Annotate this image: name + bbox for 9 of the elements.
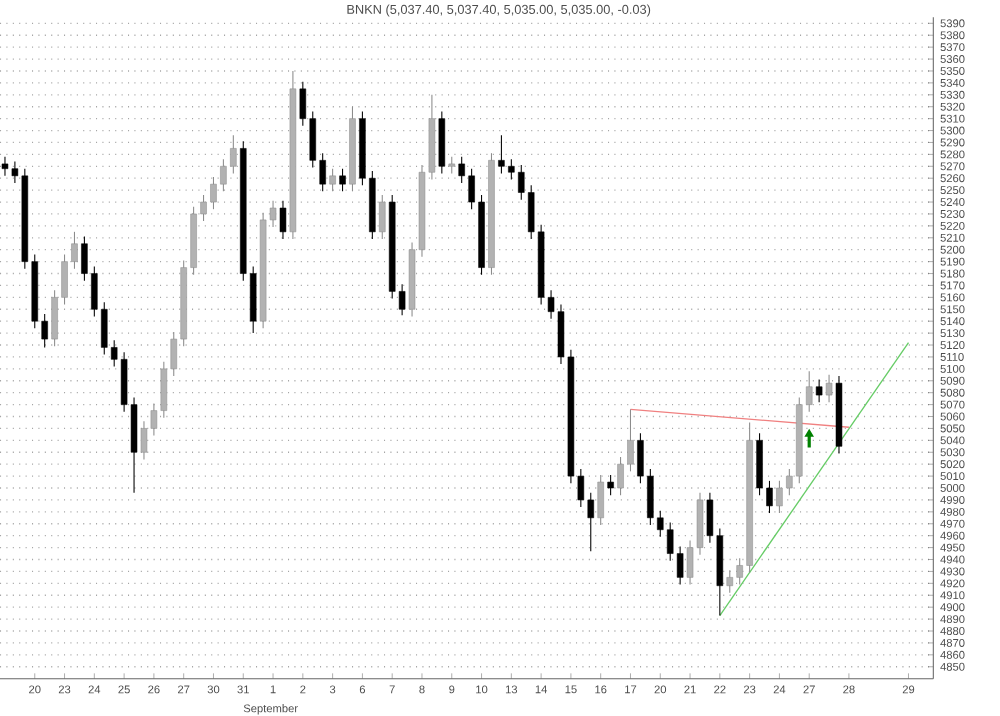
candlestick xyxy=(339,168,346,192)
candlestick xyxy=(438,110,446,174)
candlestick xyxy=(815,379,823,403)
candlestick xyxy=(607,474,614,496)
candlestick xyxy=(379,194,386,240)
candlestick xyxy=(597,474,604,526)
candlestick xyxy=(825,374,833,403)
candlestick xyxy=(279,200,287,240)
candlestick xyxy=(329,168,336,192)
